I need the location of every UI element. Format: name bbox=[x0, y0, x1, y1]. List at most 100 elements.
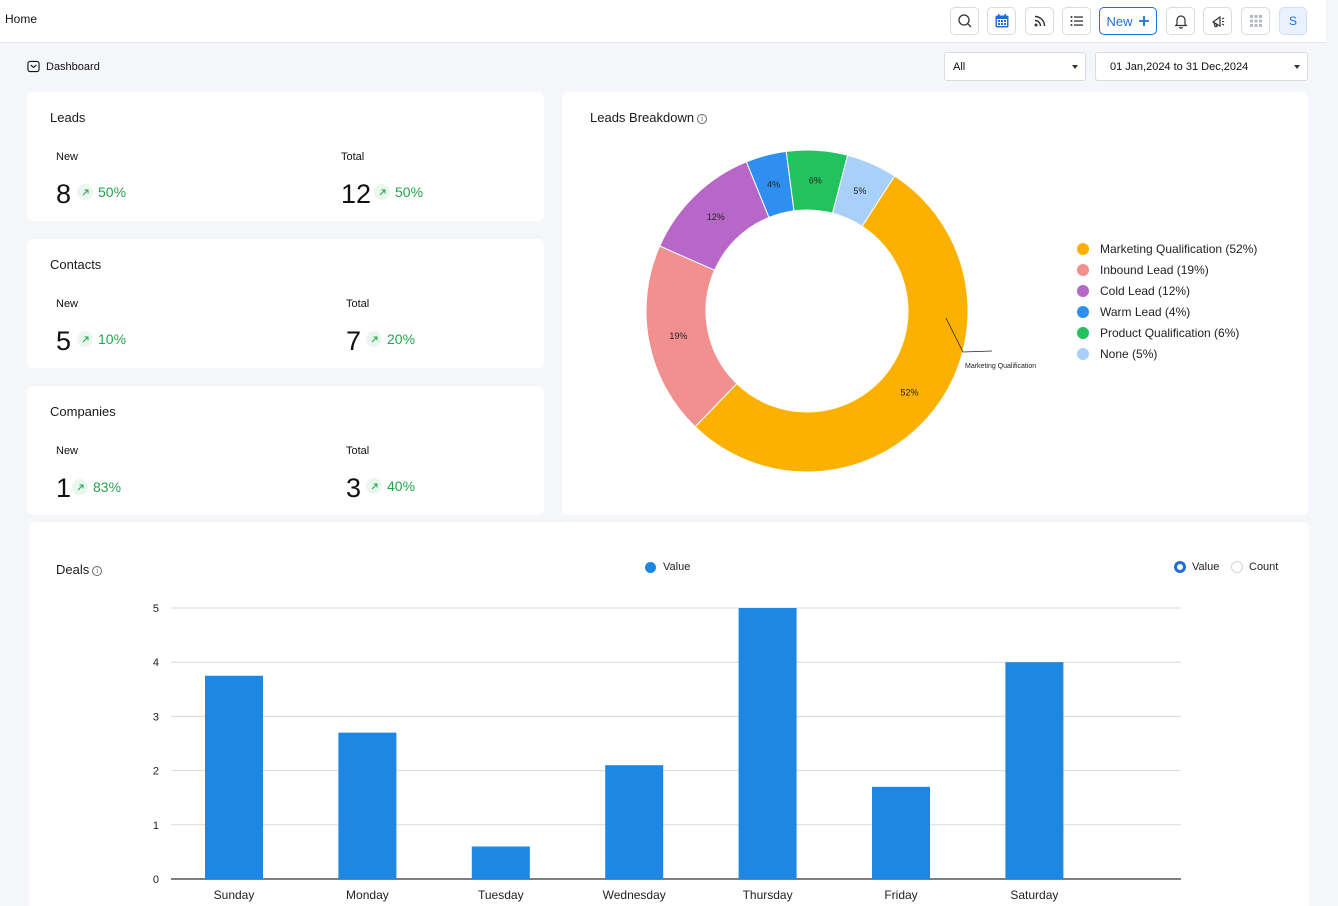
calendar-button[interactable] bbox=[987, 7, 1016, 35]
radio-unchecked-icon bbox=[1231, 561, 1243, 573]
legend-label: Warm Lead (4%) bbox=[1100, 305, 1191, 319]
legend-swatch bbox=[645, 561, 656, 573]
breadcrumb: Dashboard bbox=[27, 60, 100, 73]
rss-icon bbox=[1034, 15, 1045, 27]
leads-breakdown-donut: 52% 19% 12% 4% 6% 5% Marketing Qualification bbox=[645, 149, 1036, 473]
contacts-total-change: 20% bbox=[387, 331, 416, 347]
plus-icon bbox=[1138, 16, 1149, 26]
list-button[interactable] bbox=[1062, 7, 1091, 35]
bar-wednesday[interactable] bbox=[605, 765, 664, 879]
deals-header: Deals i bbox=[56, 562, 103, 577]
calendar-icon bbox=[995, 14, 1008, 28]
bar-tuesday[interactable] bbox=[471, 846, 530, 879]
leads-title: Leads bbox=[50, 110, 86, 125]
donut-slice-label: 6% bbox=[809, 175, 822, 185]
legend-swatch bbox=[1077, 306, 1089, 318]
y-tick-label: 2 bbox=[153, 766, 159, 778]
deals-legend[interactable]: Value bbox=[645, 561, 690, 573]
companies-new-label: New bbox=[56, 445, 79, 457]
value-radio-label: Value bbox=[1192, 561, 1220, 573]
type-filter-select[interactable]: All bbox=[944, 52, 1086, 81]
legend-item-inbound-lead[interactable]: Inbound Lead (19%) bbox=[1077, 263, 1209, 277]
deals-legend-label: Value bbox=[663, 561, 691, 573]
legend-label: Cold Lead (12%) bbox=[1100, 284, 1191, 298]
leads-breakdown-title: Leads Breakdown bbox=[590, 110, 695, 125]
donut-slice-label: 19% bbox=[669, 331, 687, 341]
new-button[interactable]: New bbox=[1099, 7, 1157, 35]
new-button-label: New bbox=[1106, 13, 1133, 29]
leads-breakdown-header: Leads Breakdown i bbox=[590, 110, 708, 125]
x-tick-label: Wednesday bbox=[603, 888, 666, 902]
legend-label: None (5%) bbox=[1100, 347, 1158, 361]
deals-bar-chart: 0 1 2 3 4 5 Sunday Monday Tuesday Wednesday Thursd… bbox=[153, 603, 1181, 902]
donut-callout-label: Marketing Qualification bbox=[965, 363, 1036, 370]
breadcrumb-label: Dashboard bbox=[46, 60, 100, 73]
legend-swatch bbox=[1077, 327, 1089, 339]
companies-new-change: 83% bbox=[93, 479, 122, 495]
user-avatar[interactable]: S bbox=[1279, 7, 1307, 35]
arrow-up-right-icon bbox=[366, 478, 382, 494]
top-bar: Home New S bbox=[0, 0, 1326, 43]
legend-item-none[interactable]: None (5%) bbox=[1077, 347, 1157, 361]
radio-checked-icon bbox=[1174, 561, 1186, 573]
search-icon bbox=[957, 14, 971, 28]
bar-thursday[interactable] bbox=[738, 608, 797, 879]
legend-item-product-qualification[interactable]: Product Qualification (6%) bbox=[1077, 326, 1239, 340]
donut-slice-label: 5% bbox=[853, 186, 866, 196]
grid-icon bbox=[1249, 15, 1262, 27]
date-range-value: 01 Jan,2024 to 31 Dec,2024 bbox=[1110, 60, 1249, 73]
bar-monday[interactable] bbox=[338, 732, 397, 879]
megaphone-icon bbox=[1211, 15, 1224, 28]
chevron-down-icon bbox=[1294, 64, 1300, 69]
bar-sunday[interactable] bbox=[205, 675, 263, 879]
info-icon[interactable]: i bbox=[697, 113, 708, 124]
info-icon[interactable]: i bbox=[92, 565, 103, 576]
donut-callout-line bbox=[945, 317, 993, 353]
leads-card: Leads New 8 50% Total 12 50% bbox=[27, 92, 544, 221]
leads-total-change: 50% bbox=[395, 184, 424, 200]
y-tick-label: 1 bbox=[153, 820, 159, 832]
contacts-new-trend: 10% bbox=[77, 331, 126, 347]
legend-swatch bbox=[1077, 264, 1089, 276]
notifications-button[interactable] bbox=[1166, 7, 1195, 35]
y-tick-label: 4 bbox=[153, 657, 159, 669]
legend-swatch bbox=[1077, 285, 1089, 297]
leads-new-value: 8 bbox=[56, 179, 72, 209]
apps-button[interactable] bbox=[1241, 7, 1270, 35]
x-tick-label: Saturday bbox=[1010, 888, 1058, 902]
announcements-button[interactable] bbox=[1203, 7, 1232, 35]
legend-label: Marketing Qualification (52%) bbox=[1100, 242, 1258, 256]
contacts-total-value: 7 bbox=[346, 326, 362, 356]
companies-new-value: 1 bbox=[56, 473, 72, 503]
legend-item-warm-lead[interactable]: Warm Lead (4%) bbox=[1077, 305, 1190, 319]
avatar-initial: S bbox=[1288, 14, 1297, 28]
feed-button[interactable] bbox=[1025, 7, 1054, 35]
donut-slice-none[interactable] bbox=[831, 154, 896, 227]
arrow-up-right-icon bbox=[366, 331, 382, 347]
companies-new-trend: 83% bbox=[72, 479, 121, 495]
companies-total-value: 3 bbox=[346, 473, 362, 503]
search-button[interactable] bbox=[950, 7, 979, 35]
legend-swatch bbox=[1077, 243, 1089, 255]
count-radio-label: Count bbox=[1249, 561, 1279, 573]
arrow-up-right-icon bbox=[77, 184, 93, 200]
dashboard-icon bbox=[27, 60, 40, 73]
x-tick-label: Tuesday bbox=[478, 888, 524, 902]
date-range-select[interactable]: 01 Jan,2024 to 31 Dec,2024 bbox=[1095, 52, 1308, 81]
page-title: Home bbox=[5, 12, 38, 26]
arrow-up-right-icon bbox=[77, 331, 93, 347]
x-tick-label: Monday bbox=[346, 888, 389, 902]
contacts-new-label: New bbox=[56, 298, 79, 310]
value-radio[interactable]: Value bbox=[1174, 561, 1219, 573]
count-radio[interactable]: Count bbox=[1231, 561, 1278, 573]
x-tick-label: Thursday bbox=[743, 888, 793, 902]
legend-item-marketing-qualification[interactable]: Marketing Qualification (52%) bbox=[1077, 242, 1257, 256]
y-tick-label: 3 bbox=[153, 711, 159, 723]
bar-friday[interactable] bbox=[872, 786, 930, 879]
contacts-new-value: 5 bbox=[56, 326, 72, 356]
bar-saturday[interactable] bbox=[1005, 662, 1064, 879]
donut-slice-marketing-qualification[interactable] bbox=[694, 175, 969, 473]
bell-icon bbox=[1174, 15, 1187, 29]
legend-item-cold-lead[interactable]: Cold Lead (12%) bbox=[1077, 284, 1190, 298]
leads-new-change: 50% bbox=[98, 184, 127, 200]
